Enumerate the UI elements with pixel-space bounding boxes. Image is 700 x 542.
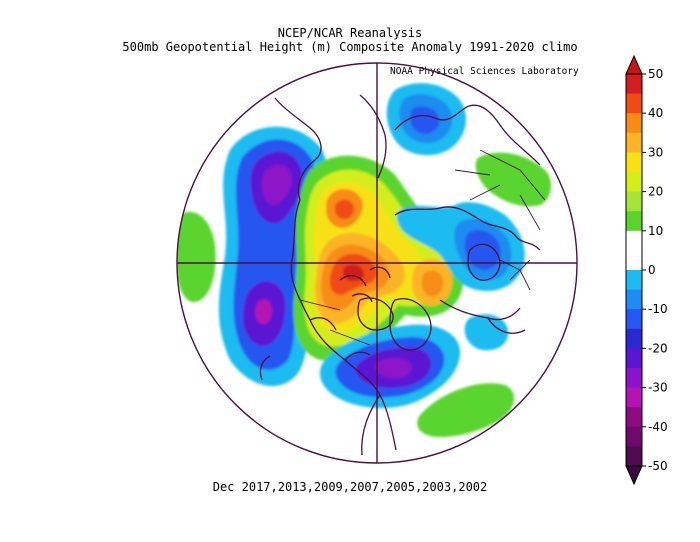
map-title: NCEP/NCAR Reanalysis: [277, 26, 423, 40]
credit-label: NOAA Physical Sciences Laboratory: [390, 66, 579, 77]
anomaly-pos-alaska-lobe-inner: [334, 199, 355, 220]
colorbar-bin: [626, 446, 642, 467]
colorbar-bin: [626, 328, 642, 349]
colorbar-bin: [626, 387, 642, 408]
colorbar-bin: [626, 407, 642, 428]
coastline-greenland: [389, 298, 432, 351]
coastlines: [259, 94, 546, 456]
colorbar-bin: [626, 191, 642, 212]
colorbar-bin: [626, 230, 642, 251]
colorbar-bin: [626, 93, 642, 114]
colorbar-bin: [626, 250, 642, 271]
colorbar-bin: [626, 368, 642, 388]
anomaly-neg-pacific-core-south-inner: [255, 299, 272, 325]
borders-asia: [454, 149, 546, 231]
colorbar-tick-label: 50: [648, 67, 663, 81]
colorbar-tick-label: 20: [648, 185, 663, 199]
borders-north-america: [299, 299, 371, 346]
colorbar-tick-label: -40: [648, 420, 668, 434]
anomaly-pos-asia-edge: [475, 152, 552, 207]
anomaly-neg-east-patch: [464, 314, 509, 351]
coastline-north-america: [290, 199, 397, 451]
coastline-arctic-islands: [339, 266, 391, 303]
colorbar-tick-label: 30: [648, 145, 663, 159]
anomaly-pos-west-edge: [177, 211, 216, 303]
anomaly-neg-europe-core: [464, 229, 501, 270]
anomaly-pos-russia-lobe-inner: [421, 270, 444, 297]
coastline-alaska: [274, 97, 322, 201]
coastline-russia-arctic: [394, 206, 541, 251]
anomaly-neg-siberia-core: [410, 106, 440, 134]
coastline-baja: [259, 355, 271, 381]
colorbar-tick-label: -30: [648, 381, 668, 395]
colorbar-tick-label: -20: [648, 341, 668, 355]
anomaly-fields: [177, 83, 552, 438]
colorbar-bin: [626, 289, 642, 310]
coastline-asia-pacific: [394, 104, 541, 166]
colorbar-tick-label: 0: [648, 263, 656, 277]
borders-europe: [499, 259, 531, 291]
colorbar-tick-label: 10: [648, 224, 663, 238]
colorbar-bin: [626, 309, 642, 330]
colorbar-bin: [626, 113, 642, 134]
map-subtitle: 500mb Geopotential Height (m) Composite …: [122, 40, 578, 54]
map-frame: [176, 62, 578, 464]
colorbar-labels: 50 40 30 20 10 0 -10 -20 -30 -40 -50: [642, 67, 668, 473]
anomaly-pos-atlantic-south: [417, 383, 515, 438]
coastline-hudson-bay: [357, 297, 394, 331]
colorbar-bin: [626, 211, 642, 232]
colorbar-bin: [626, 74, 642, 94]
colorbar-tick-label: -10: [648, 302, 668, 316]
colorbar-tick-label: -50: [648, 459, 668, 473]
colorbar-bin: [626, 348, 642, 369]
composite-years-label: Dec 2017,2013,2009,2007,2005,2003,2002: [212, 480, 488, 494]
anomaly-neg-atlantic-peak: [374, 357, 412, 379]
colorbar-bin: [626, 152, 642, 173]
colorbar-tick-label: 40: [648, 106, 663, 120]
coastline-scandinavia: [467, 243, 501, 281]
colorbar-bin: [626, 132, 642, 153]
coastline-europe: [439, 299, 526, 334]
colorbar-bin: [626, 172, 642, 192]
coastline-florida: [361, 394, 381, 456]
anomaly-neg-pacific-core-north-inner: [262, 164, 292, 206]
colorbar-bin: [626, 270, 642, 290]
coastline-kamchatka: [359, 94, 387, 179]
colorbar-top-arrow: [625, 54, 643, 75]
colorbar-bin: [626, 426, 642, 447]
colorbar-bins: [626, 74, 642, 467]
